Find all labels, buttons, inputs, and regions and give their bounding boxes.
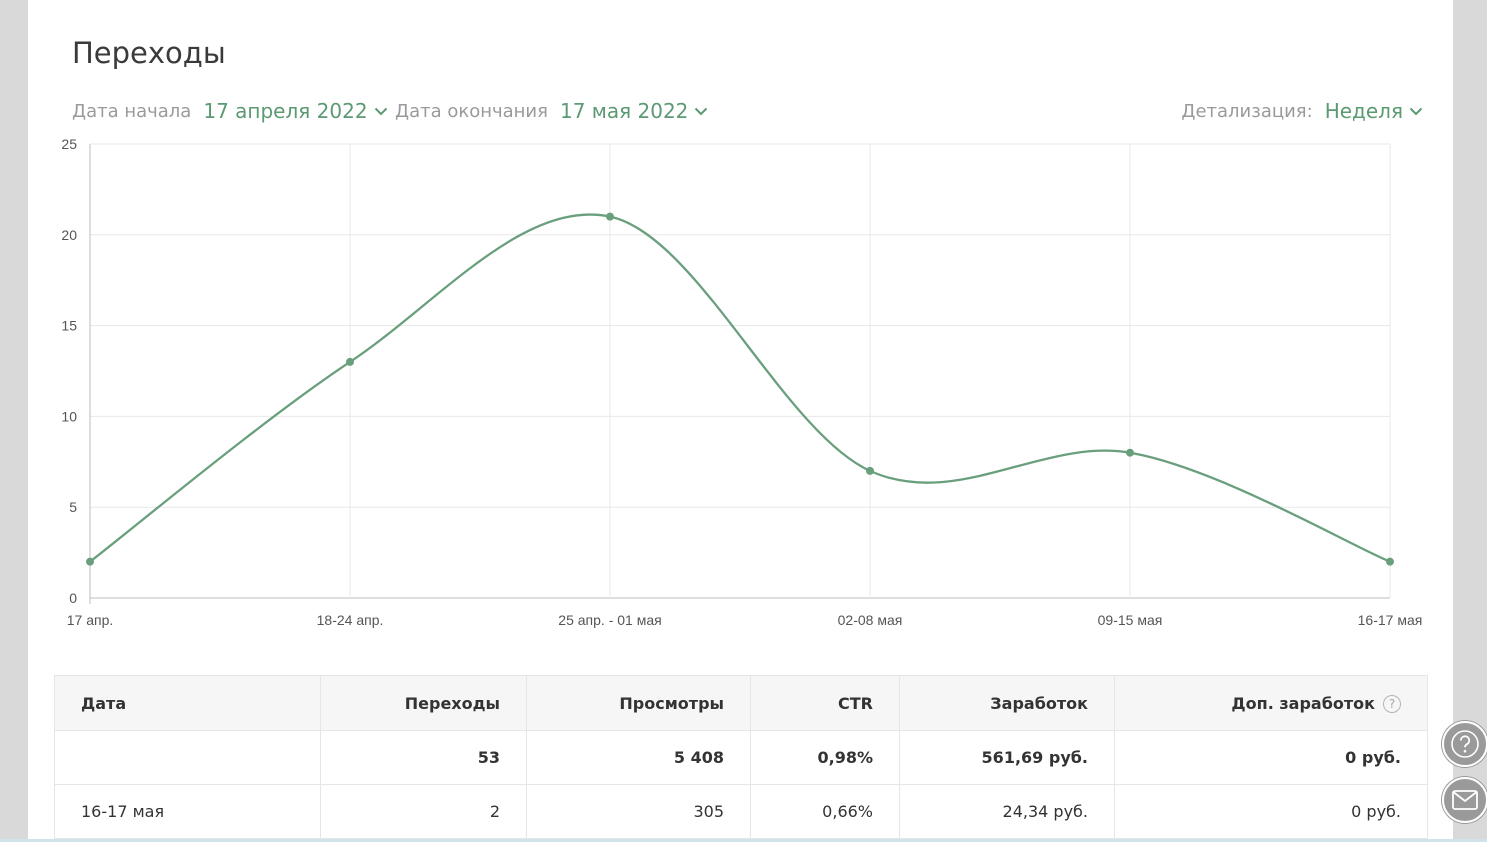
end-date-label: Дата окончания (395, 100, 548, 122)
data-point (1126, 448, 1134, 457)
total-ctr-cell: 0,98% (750, 730, 900, 785)
row-extra-earnings-cell: 0 руб. (1114, 784, 1428, 839)
envelope-icon (1452, 790, 1478, 810)
y-tick-label: 20 (61, 227, 77, 243)
row-earnings-cell: 24,34 руб. (899, 784, 1115, 839)
column-header-ctr[interactable]: CTR (750, 675, 900, 731)
data-point (606, 212, 614, 221)
table-row: 16-17 мая 2 305 0,66% 24,34 руб. 0 руб. (54, 784, 1428, 839)
row-date-cell: 16-17 мая (54, 784, 321, 839)
page-title: Переходы (72, 36, 226, 70)
window-bottom-edge (0, 839, 1487, 842)
question-circle-icon[interactable]: ? (1383, 694, 1401, 713)
column-header-date[interactable]: Дата (54, 675, 321, 731)
help-button[interactable] (1442, 721, 1487, 767)
table-total-row: 53 5 408 0,98% 561,69 руб. 0 руб. (54, 730, 1428, 785)
x-tick-label: 09-15 мая (1098, 612, 1163, 628)
end-date-dropdown[interactable]: 17 мая 2022 (560, 99, 708, 123)
total-date-cell (54, 730, 321, 785)
column-header-views[interactable]: Просмотры (526, 675, 751, 731)
x-tick-label: 18-24 апр. (317, 612, 384, 628)
y-tick-label: 10 (61, 408, 77, 424)
column-header-transitions[interactable]: Переходы (320, 675, 527, 731)
total-transitions-cell: 53 (320, 730, 527, 785)
row-views-cell: 305 (526, 784, 751, 839)
column-header-extra-earnings[interactable]: Доп. заработок? (1114, 675, 1428, 731)
x-tick-label: 25 апр. - 01 мая (558, 612, 661, 628)
detail-filter: Детализация: Неделя (1181, 98, 1423, 124)
column-header-earnings[interactable]: Заработок (899, 675, 1115, 731)
transitions-line-chart: 0 5 10 15 20 25 17 апр. 18-24 апр. 25 апр. - 01 … (61, 136, 1423, 628)
message-button[interactable] (1442, 777, 1487, 823)
detail-value: Неделя (1324, 99, 1403, 123)
detail-label: Детализация: (1181, 100, 1313, 122)
end-date-filter: Дата окончания 17 мая 2022 (395, 98, 708, 124)
chevron-down-icon (694, 107, 708, 116)
end-date-value: 17 мая 2022 (559, 99, 689, 123)
stats-table: Дата Переходы Просмотры CTR Заработок До… (54, 675, 1428, 839)
total-earnings-cell: 561,69 руб. (899, 730, 1115, 785)
x-tick-label: 16-17 мая (1358, 612, 1423, 628)
data-point (1386, 557, 1394, 566)
row-ctr-cell: 0,66% (750, 784, 900, 839)
y-tick-label: 0 (69, 590, 77, 606)
y-tick-label: 5 (69, 499, 77, 515)
extra-earnings-label: Доп. заработок (1231, 693, 1375, 713)
series-line (89, 213, 1391, 563)
start-date-label: Дата начала (72, 100, 192, 122)
detail-dropdown[interactable]: Неделя (1325, 99, 1423, 123)
total-extra-earnings-cell: 0 руб. (1114, 730, 1428, 785)
chevron-down-icon (374, 107, 388, 116)
x-tick-label: 17 апр. (67, 612, 114, 628)
start-date-dropdown[interactable]: 17 апреля 2022 (203, 99, 387, 123)
data-point (346, 357, 354, 366)
y-tick-label: 25 (61, 136, 77, 152)
data-point (866, 466, 874, 475)
total-views-cell: 5 408 (526, 730, 751, 785)
start-date-value: 17 апреля 2022 (203, 99, 368, 123)
y-tick-label: 15 (61, 318, 77, 334)
data-point (86, 557, 94, 566)
start-date-filter: Дата начала 17 апреля 2022 (72, 98, 388, 124)
row-transitions-cell: 2 (320, 784, 527, 839)
question-circle-icon (1450, 729, 1480, 759)
chevron-down-icon (1409, 107, 1423, 116)
table-header-row: Дата Переходы Просмотры CTR Заработок До… (54, 675, 1428, 731)
scrollbar-track[interactable] (1453, 0, 1487, 842)
x-tick-label: 02-08 мая (838, 612, 903, 628)
